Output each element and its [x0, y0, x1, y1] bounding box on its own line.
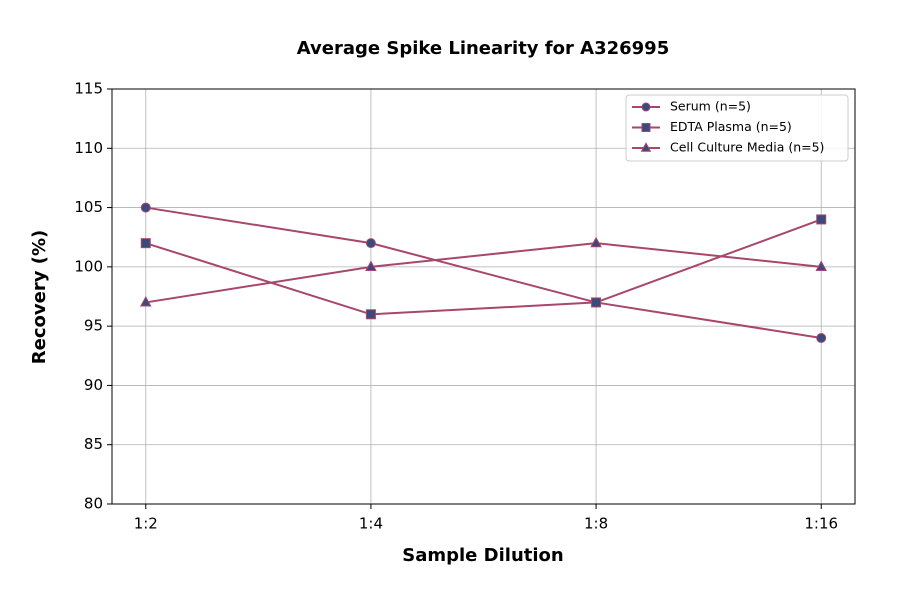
marker	[641, 102, 651, 112]
y-tick-label: 90	[84, 376, 103, 394]
y-tick-label: 100	[74, 257, 103, 275]
y-tick-label: 110	[74, 139, 103, 157]
chart-title: Average Spike Linearity for A326995	[297, 38, 669, 59]
marker	[815, 260, 828, 271]
marker	[365, 309, 376, 320]
marker	[816, 333, 827, 343]
marker	[641, 123, 651, 132]
y-tick-label: 85	[84, 435, 103, 453]
x-tick-label: 1:16	[804, 515, 838, 533]
marker	[140, 202, 151, 213]
y-tick-label: 105	[74, 198, 103, 216]
plot-frame	[111, 88, 856, 505]
marker	[590, 236, 602, 248]
marker	[816, 214, 827, 225]
series-line	[145, 206, 822, 339]
y-axis-label: Recovery (%)	[29, 230, 50, 364]
x-tick-label: 1:4	[359, 515, 383, 533]
x-tick-label: 1:2	[134, 515, 158, 533]
series-line	[145, 218, 822, 316]
marker	[365, 260, 377, 271]
series-line	[145, 242, 822, 304]
x-tick-label: 1:8	[584, 515, 608, 533]
legend-label: Serum (n=5)	[670, 99, 751, 114]
x-axis-label: Sample Dilution	[402, 545, 563, 566]
marker	[591, 297, 602, 308]
y-tick-label: 80	[84, 495, 103, 513]
marker	[365, 238, 376, 249]
marker	[640, 142, 652, 152]
y-tick-label: 95	[84, 317, 103, 335]
marker	[139, 295, 152, 307]
legend-label: EDTA Plasma (n=5)	[670, 119, 792, 134]
legend-label: Cell Culture Media (n=5)	[670, 140, 824, 155]
marker	[140, 238, 151, 249]
legend-box	[625, 94, 849, 162]
y-tick-label: 115	[74, 80, 103, 98]
